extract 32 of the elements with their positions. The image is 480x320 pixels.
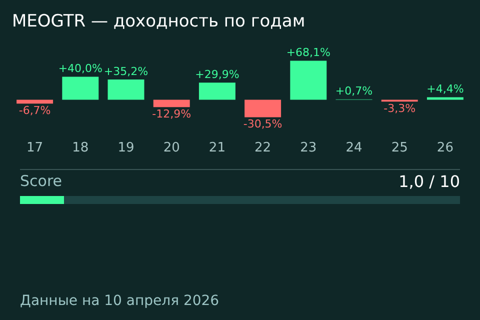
data-label: +29,9% bbox=[195, 68, 240, 81]
chart-title: MEOGTR — доходность по годам bbox=[12, 12, 306, 32]
x-tick-label: 20 bbox=[163, 140, 180, 156]
data-label: -30,5% bbox=[243, 118, 282, 131]
x-tick-label: 24 bbox=[346, 140, 362, 156]
x-tick-label: 26 bbox=[436, 140, 454, 156]
text: Данные на 10 апреля 2026 bbox=[20, 293, 220, 309]
data-label: +40,0% bbox=[58, 62, 102, 76]
text: 1,0 / 10 bbox=[398, 172, 460, 191]
x-tick-label: 17 bbox=[26, 140, 44, 156]
bar bbox=[426, 97, 464, 100]
bar bbox=[16, 100, 54, 104]
x-tick-label: 19 bbox=[118, 140, 134, 156]
data-label: +35,2% bbox=[104, 64, 148, 78]
data-label: -12,9% bbox=[152, 107, 192, 120]
bar bbox=[153, 100, 190, 108]
data-label: -6,7% bbox=[18, 104, 51, 117]
x-tick-label: 21 bbox=[208, 140, 226, 156]
bar bbox=[108, 80, 144, 100]
bar bbox=[62, 76, 99, 100]
text: Score bbox=[20, 172, 62, 190]
data-label: -3,3% bbox=[384, 102, 416, 115]
x-tick-label: 25 bbox=[391, 140, 408, 156]
bar bbox=[290, 60, 327, 100]
data-label: +0,7% bbox=[335, 84, 373, 98]
data-label: +68,1% bbox=[286, 46, 330, 60]
x-tick-label: 23 bbox=[300, 140, 317, 156]
data-label: +4,4% bbox=[426, 82, 464, 96]
x-tick-label: 22 bbox=[254, 140, 272, 156]
x-tick-label: 18 bbox=[72, 140, 89, 156]
bar bbox=[244, 100, 282, 118]
bar bbox=[198, 82, 236, 100]
